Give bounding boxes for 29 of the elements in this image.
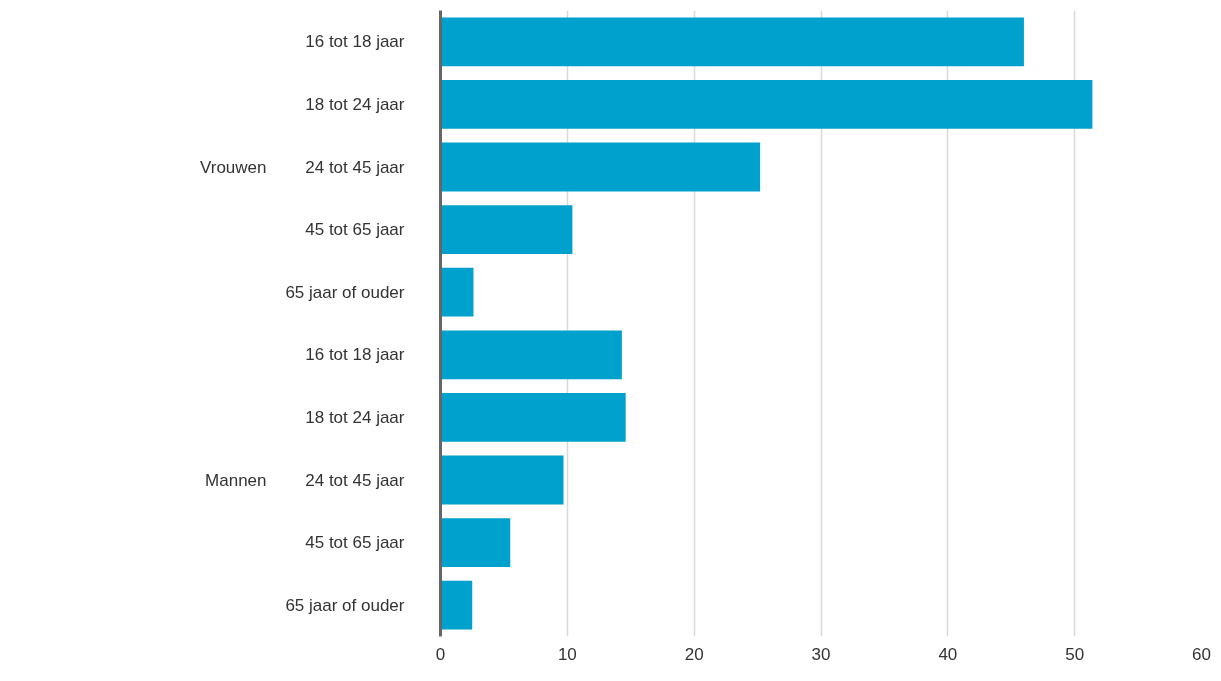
bar	[440, 330, 622, 380]
y-tick-label: 24 tot 45 jaar	[305, 470, 405, 490]
bar	[440, 205, 573, 255]
x-tick-label: 30	[811, 644, 831, 664]
x-tick-label: 10	[557, 644, 577, 664]
bar	[440, 142, 761, 192]
bar	[440, 392, 626, 442]
bar	[440, 518, 511, 568]
y-tick-label: 18 tot 24 jaar	[305, 407, 405, 427]
x-tick-label: 60	[1192, 644, 1211, 664]
bar	[440, 79, 1093, 129]
y-tick-label: 16 tot 18 jaar	[305, 32, 405, 52]
y-tick-label: 65 jaar of ouder	[285, 595, 405, 615]
x-tick-label: 20	[684, 644, 704, 664]
y-tick-label: 65 jaar of ouder	[285, 282, 405, 302]
bar	[440, 580, 473, 630]
y-tick-label: 45 tot 65 jaar	[305, 533, 405, 553]
x-tick-label: 40	[938, 644, 958, 664]
text: Vrouwen	[200, 157, 267, 177]
y-tick-label: 45 tot 65 jaar	[305, 220, 405, 240]
y-tick-label: 18 tot 24 jaar	[305, 94, 405, 114]
bar	[440, 455, 564, 505]
x-tick-label: 50	[1065, 644, 1085, 664]
y-tick-label: 24 tot 45 jaar	[305, 157, 405, 177]
bar	[440, 267, 474, 317]
x-tick-label: 0	[435, 644, 446, 664]
text: Mannen	[205, 470, 267, 490]
y-tick-label: 16 tot 18 jaar	[305, 345, 405, 365]
bar	[440, 17, 1024, 67]
